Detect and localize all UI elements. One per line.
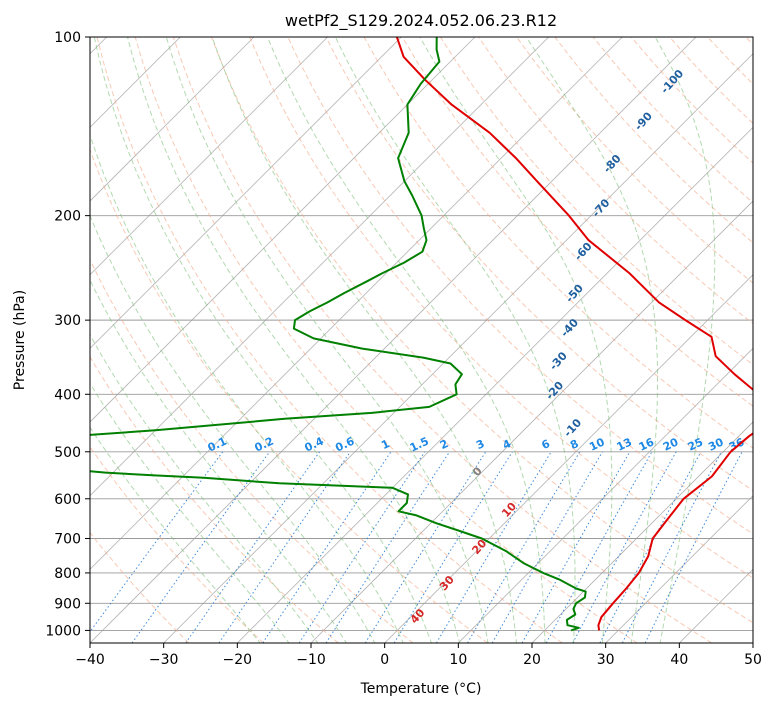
mixing-ratio-label: 13 xyxy=(615,436,634,454)
y-tick-label: 1000 xyxy=(45,623,81,639)
dry-adiabat-line xyxy=(516,37,753,284)
isotherm-line xyxy=(605,495,753,643)
temperature-trace xyxy=(395,37,753,631)
dry-adiabat-line xyxy=(134,37,638,643)
y-tick-label: 100 xyxy=(54,30,81,46)
x-tick-label: −30 xyxy=(149,652,179,668)
moist-adiabat-line xyxy=(90,214,376,643)
dewpoint-trace xyxy=(90,37,587,632)
dry-adiabat-line xyxy=(96,37,563,643)
mixing-ratio-line xyxy=(185,451,321,643)
moist-adiabat-line xyxy=(93,37,432,643)
dry-adiabat-line xyxy=(90,531,190,643)
isotherm-line xyxy=(237,126,753,643)
y-tick-label: 900 xyxy=(54,596,81,612)
dry-adiabat-line xyxy=(172,37,712,643)
mixing-ratio-line xyxy=(364,451,487,643)
isotherm-line xyxy=(90,37,255,202)
moist-adiabat-line xyxy=(525,37,658,643)
y-tick-label: 500 xyxy=(54,445,81,461)
moist-adiabat-line xyxy=(165,37,489,643)
mixing-ratio-label: 25 xyxy=(686,436,705,454)
y-tick-label: 800 xyxy=(54,566,81,582)
x-axis-ticks: −40 −30 −20 −10 0 10 20 30 40 50 xyxy=(75,643,762,668)
dry-adiabat-line xyxy=(211,37,753,624)
moist-adiabat-line xyxy=(334,37,576,643)
dry-adiabat-line xyxy=(249,37,753,579)
plot-frame xyxy=(89,36,754,644)
mixing-ratio-label: 20 xyxy=(661,435,681,453)
mixing-ratio-line xyxy=(298,451,426,643)
x-tick-label: 50 xyxy=(744,652,762,668)
isotherm-line xyxy=(90,37,328,276)
x-tick-label: −40 xyxy=(75,652,105,668)
y-tick-label: 600 xyxy=(54,492,81,508)
chart-title: wetPf2_S129.2024.052.06.23.R12 xyxy=(285,11,557,31)
x-tick-label: −10 xyxy=(296,652,326,668)
moist-adiabat-line xyxy=(90,133,404,643)
x-tick-label: 10 xyxy=(449,652,467,668)
x-tick-label: 30 xyxy=(597,652,615,668)
dry-adiabat-lines xyxy=(90,37,753,643)
y-axis-title: Pressure (hPa) xyxy=(12,290,28,390)
mixing-ratio-label: 30 xyxy=(706,435,726,453)
dry-adiabat-line xyxy=(90,355,339,643)
mixing-ratio-lines xyxy=(90,451,743,643)
x-tick-label: 0 xyxy=(380,652,389,668)
mixing-ratio-line xyxy=(599,451,702,643)
y-axis-ticks: 1000 900 800 700 600 500 400 300 200 100 xyxy=(45,30,90,639)
moist-adiabat-line xyxy=(90,426,261,643)
moist-adiabat-lines xyxy=(90,37,716,643)
mixing-ratio-line xyxy=(262,451,392,643)
moist-adiabat-line xyxy=(127,37,461,643)
mixing-ratio-line xyxy=(644,451,743,643)
mixing-ratio-line xyxy=(435,451,552,643)
mixing-ratio-labels: 0.1 0.2 0.4 0.6 1 1.5 2 3 4 6 8 10 13 16 20 25 30 36 xyxy=(206,434,747,454)
x-axis-title: Temperature (°C) xyxy=(360,681,482,697)
x-tick-label: 40 xyxy=(670,652,688,668)
y-tick-label: 700 xyxy=(54,532,81,548)
moist-adiabat-line xyxy=(267,37,546,643)
moist-adiabat-line xyxy=(654,37,716,643)
dry-adiabat-line xyxy=(439,37,753,366)
dry-adiabat-line xyxy=(90,445,264,643)
moist-adiabat-line xyxy=(211,37,518,643)
dry-adiabat-line xyxy=(90,258,414,643)
y-tick-label: 400 xyxy=(54,387,81,403)
isotherm-line xyxy=(531,421,753,643)
x-tick-label: −20 xyxy=(223,652,253,668)
y-tick-label: 200 xyxy=(54,209,81,225)
y-tick-label: 300 xyxy=(54,313,81,329)
sounding-traces xyxy=(90,37,753,632)
mixing-ratio-line xyxy=(218,451,351,643)
isotherm-line xyxy=(384,274,753,643)
mixing-ratio-line xyxy=(325,451,451,643)
dry-adiabat-line xyxy=(325,37,753,492)
mixing-ratio-line xyxy=(572,451,677,643)
moist-adiabat-line xyxy=(90,382,290,643)
dry-adiabat-line xyxy=(401,37,753,407)
moist-adiabat-line xyxy=(90,279,347,643)
moist-adiabat-line xyxy=(419,37,613,643)
mixing-ratio-line xyxy=(90,451,224,633)
mixing-ratio-line xyxy=(131,451,271,643)
mixing-ratio-label: 16 xyxy=(637,435,657,453)
mixing-ratio-label: 10 xyxy=(587,435,607,453)
moist-adiabat-line xyxy=(90,333,319,643)
isotherm-line xyxy=(90,37,402,349)
isotherm-line xyxy=(163,53,753,643)
isotherm-line xyxy=(90,37,476,423)
mixing-ratio-line xyxy=(521,451,631,643)
isotherm-line xyxy=(90,37,697,643)
plot-area: -100-90-80-70-60-50-40-30-20-10010203040… xyxy=(90,37,753,643)
isotherm-line xyxy=(458,347,753,643)
x-tick-label: 20 xyxy=(523,652,541,668)
isotherm-line xyxy=(90,37,549,497)
mixing-ratio-label: 36 xyxy=(727,435,747,453)
mixing-ratio-line xyxy=(545,451,653,643)
dry-adiabat-line xyxy=(90,148,488,643)
